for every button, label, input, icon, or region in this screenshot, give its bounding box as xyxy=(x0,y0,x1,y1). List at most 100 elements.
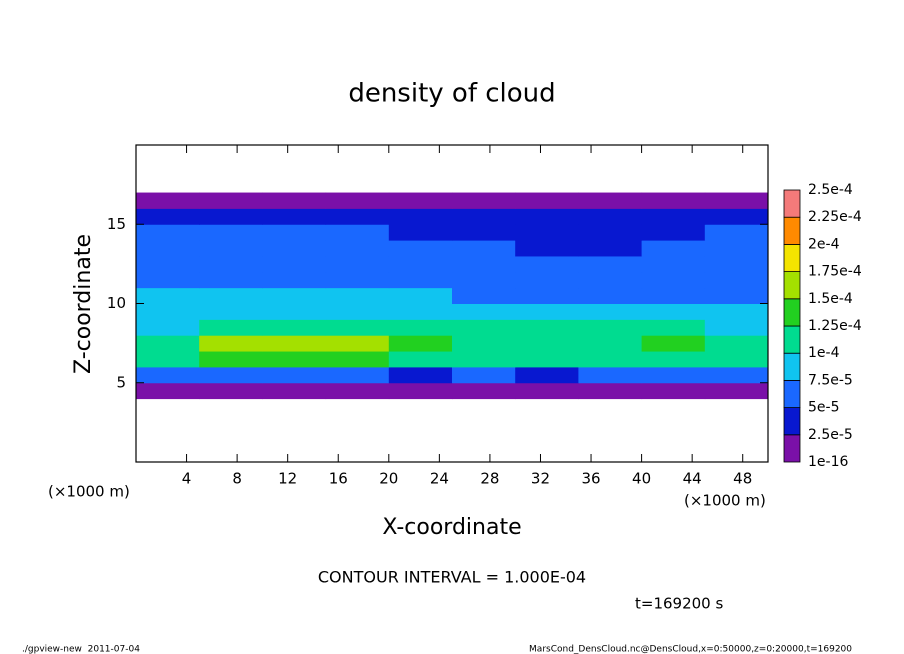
chart-title: density of cloud xyxy=(348,79,555,109)
density-cell xyxy=(515,255,579,273)
colorbar-box xyxy=(783,216,801,245)
colorbar-label: 1.75e-4 xyxy=(808,264,862,280)
density-cell xyxy=(515,366,579,384)
density-cell xyxy=(452,224,516,241)
density-cell xyxy=(388,366,453,384)
density-cell xyxy=(136,240,200,257)
density-cell xyxy=(578,208,643,225)
density-cell xyxy=(704,255,769,273)
density-cell xyxy=(388,192,453,209)
density-cell xyxy=(452,255,516,273)
y-tick-label: 15 xyxy=(107,215,126,233)
density-cell xyxy=(704,351,769,368)
x-tick-label: 28 xyxy=(480,470,499,488)
density-cell xyxy=(262,240,327,257)
density-cell xyxy=(199,255,263,273)
density-cell xyxy=(388,382,453,400)
colorbar-box xyxy=(783,379,801,408)
density-cell xyxy=(641,208,706,225)
colorbar-box xyxy=(783,298,801,327)
density-cell xyxy=(199,351,263,368)
density-cell xyxy=(199,303,263,320)
y-unit: (×1000 m) xyxy=(48,483,130,501)
footer: MarsCond_DensCloud.nc@DensCloud,x=0:5000… xyxy=(529,645,852,654)
density-cell xyxy=(388,240,453,257)
y-tick-label: 10 xyxy=(107,294,126,312)
density-cell xyxy=(325,366,390,384)
density-cell xyxy=(199,366,263,384)
density-cell xyxy=(578,240,643,257)
density-cell xyxy=(452,192,516,209)
colorbar-label: 2e-4 xyxy=(808,236,840,252)
density-cell xyxy=(388,287,453,304)
density-cell xyxy=(704,382,769,400)
density-cell xyxy=(325,192,390,209)
density-cell xyxy=(388,271,453,289)
density-cell xyxy=(704,224,769,241)
density-cell xyxy=(452,335,516,352)
density-cell xyxy=(515,192,579,209)
density-cell xyxy=(262,208,327,225)
density-cell xyxy=(452,319,516,336)
density-cell xyxy=(578,335,643,352)
density-cell xyxy=(452,287,516,304)
density-cell xyxy=(641,319,706,336)
colorbar-label: 1.25e-4 xyxy=(808,318,862,334)
density-cell xyxy=(452,382,516,400)
density-cell xyxy=(136,319,200,336)
density-cell xyxy=(641,287,706,304)
density-cell xyxy=(578,351,643,368)
x-tick-label: 16 xyxy=(329,470,348,488)
density-cell xyxy=(199,240,263,257)
density-cell xyxy=(388,255,453,273)
density-cell xyxy=(136,335,200,352)
density-cell xyxy=(578,224,643,241)
density-cell xyxy=(704,240,769,257)
density-cell xyxy=(515,303,579,320)
density-cell xyxy=(262,192,327,209)
density-cell xyxy=(515,382,579,400)
density-cell xyxy=(641,271,706,289)
density-cell xyxy=(199,382,263,400)
density-cell xyxy=(704,208,769,225)
density-cell xyxy=(704,335,769,352)
colorbar-label: 1e-16 xyxy=(808,454,848,470)
density-cell xyxy=(641,224,706,241)
density-cell xyxy=(578,319,643,336)
colorbar-box xyxy=(783,325,801,354)
field xyxy=(136,192,769,400)
colorbar-label: 7.5e-5 xyxy=(808,372,853,388)
density-cell xyxy=(388,335,453,352)
colorbar-label: 2.5e-4 xyxy=(808,182,853,198)
density-cell xyxy=(136,192,200,209)
density-cell xyxy=(325,335,390,352)
density-cell xyxy=(452,271,516,289)
annotation: CONTOUR INTERVAL = 1.000E-04 xyxy=(318,568,586,587)
density-cell xyxy=(262,224,327,241)
colorbar-box xyxy=(783,352,801,381)
density-cell xyxy=(515,224,579,241)
density-cell xyxy=(641,366,706,384)
x-tick-label: 44 xyxy=(683,470,702,488)
density-cell xyxy=(136,271,200,289)
density-cell xyxy=(136,382,200,400)
density-cell xyxy=(262,303,327,320)
density-cell xyxy=(452,208,516,225)
density-cell xyxy=(515,319,579,336)
x-tick-label: 24 xyxy=(430,470,449,488)
density-cell xyxy=(325,319,390,336)
density-cell xyxy=(515,271,579,289)
density-cell xyxy=(325,224,390,241)
density-cell xyxy=(136,366,200,384)
density-cell xyxy=(199,335,263,352)
density-cell xyxy=(515,208,579,225)
density-cell xyxy=(578,303,643,320)
x-tick-label: 20 xyxy=(379,470,398,488)
density-cell xyxy=(136,351,200,368)
x-unit: (×1000 m) xyxy=(684,492,766,510)
density-cell xyxy=(515,335,579,352)
density-cell xyxy=(578,287,643,304)
x-tick-label: 36 xyxy=(581,470,600,488)
density-cell xyxy=(704,287,769,304)
x-tick-label: 8 xyxy=(232,470,242,488)
